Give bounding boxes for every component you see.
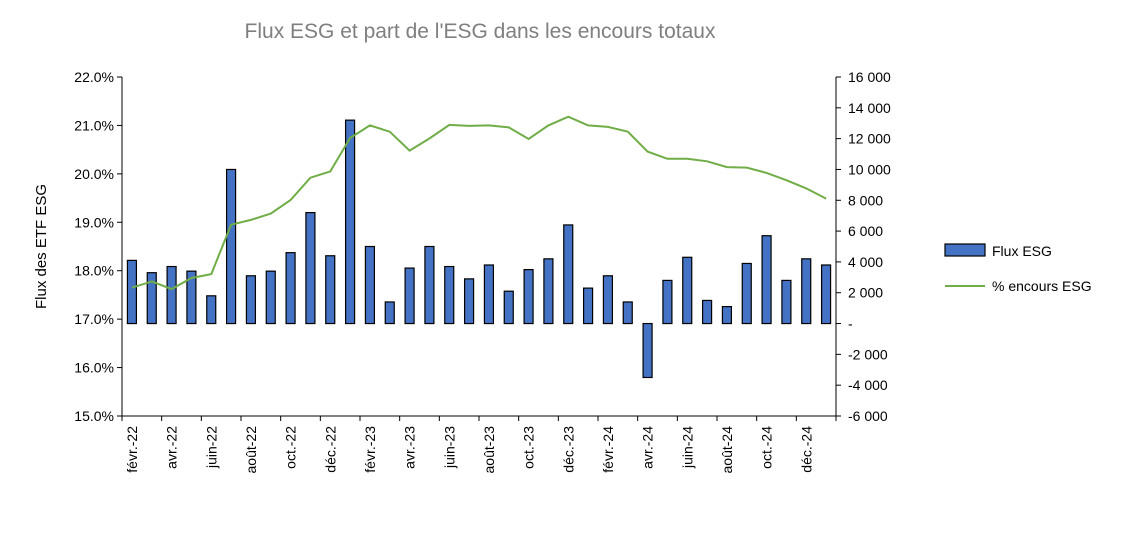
bar	[801, 258, 812, 325]
legend-label-encours-esg: % encours ESG	[992, 278, 1092, 294]
bar	[701, 299, 713, 325]
bar	[285, 252, 296, 325]
left-tick-label: 16.0%	[74, 360, 114, 376]
x-tick-label: août-23	[481, 426, 497, 474]
left-tick-label: 22.0%	[74, 69, 114, 85]
bar	[186, 270, 197, 325]
bar	[602, 275, 614, 325]
left-tick-label: 19.0%	[74, 214, 114, 230]
right-tick-label: 8 000	[848, 192, 883, 208]
left-tick-label: 21.0%	[74, 117, 114, 133]
x-tick-label: juin-24	[679, 426, 695, 469]
right-tick-label: -4 000	[848, 377, 888, 393]
bar	[503, 290, 514, 325]
bar	[781, 279, 792, 325]
x-tick-label: août-24	[719, 426, 735, 474]
bar	[424, 245, 435, 325]
bar	[146, 272, 157, 325]
line-series	[131, 115, 827, 291]
bar	[166, 265, 177, 325]
bar	[761, 235, 772, 325]
bar	[344, 119, 356, 325]
bar	[662, 279, 673, 325]
x-tick-labels: févr.-22 avr.-22 juin-22 août-22 oct.-22 déc.…	[124, 426, 814, 474]
bar	[682, 256, 693, 325]
x-tick-label: févr.-24	[600, 426, 616, 473]
x-tick-label: oct.-22	[283, 426, 299, 469]
x-tick-label: avr.-23	[402, 426, 418, 469]
right-tick-label: 6 000	[848, 223, 883, 239]
bar-series	[126, 119, 832, 379]
x-tick-label: déc.-22	[322, 426, 338, 473]
bar	[622, 301, 633, 325]
bar	[483, 264, 495, 325]
bar	[265, 270, 276, 325]
left-tick-label: 17.0%	[74, 311, 114, 327]
right-tick-label: 16 000	[848, 69, 891, 85]
y-axis-title: Flux des ETF ESG	[33, 184, 50, 309]
right-tick-label: 4 000	[848, 254, 883, 270]
x-tick-label: avr.-24	[640, 426, 656, 469]
bar	[384, 301, 395, 325]
right-tick-label: 2 000	[848, 285, 883, 301]
bar	[523, 269, 534, 325]
bar	[404, 267, 415, 325]
x-tick-label: févr.-23	[362, 426, 378, 473]
bar	[444, 265, 455, 325]
x-tick-label: juin-22	[203, 426, 219, 469]
bar	[642, 322, 653, 379]
chart-title: Flux ESG et part de l'ESG dans les encou…	[244, 20, 716, 43]
legend-swatch-flux-esg	[944, 243, 986, 257]
bar	[820, 264, 832, 325]
bar	[325, 255, 336, 325]
line-path	[131, 115, 827, 291]
x-tick-label: avr.-22	[164, 426, 180, 469]
bar	[225, 168, 237, 325]
left-tick-label: 20.0%	[74, 166, 114, 182]
bar	[206, 295, 217, 325]
bar	[741, 262, 752, 325]
right-tick-label: 12 000	[848, 131, 891, 147]
right-tick-label: 10 000	[848, 161, 891, 177]
right-tick-label: -2 000	[848, 346, 888, 362]
x-tick-label: févr.-22	[124, 426, 140, 473]
bar	[126, 259, 138, 325]
bar	[305, 212, 316, 325]
axes: 22.0% 21.0% 20.0% 19.0% 18.0% 17.0% 16.0% 15.0%…	[33, 69, 891, 424]
x-tick-label: déc.-24	[798, 426, 814, 473]
bar	[563, 224, 574, 325]
left-tick-label: 15.0%	[74, 408, 114, 424]
left-tick-label: 18.0%	[74, 263, 114, 279]
x-tick-label: août-22	[243, 426, 259, 474]
legend: Flux ESG % encours ESG	[944, 243, 1092, 294]
right-tick-label: 14 000	[848, 100, 891, 116]
x-tick-label: juin-23	[441, 426, 457, 469]
x-tick-label: oct.-23	[521, 426, 537, 469]
x-tick-label: oct.-24	[759, 426, 775, 469]
right-tick-label: -6 000	[848, 408, 888, 424]
bar	[463, 278, 475, 325]
bar	[582, 287, 594, 325]
bar	[543, 258, 554, 325]
right-tick-label: -	[848, 316, 853, 332]
bar	[721, 305, 733, 325]
bar	[364, 245, 376, 325]
bar	[245, 275, 257, 325]
x-tick-label: déc.-23	[560, 426, 576, 473]
legend-label-flux-esg: Flux ESG	[992, 243, 1052, 259]
